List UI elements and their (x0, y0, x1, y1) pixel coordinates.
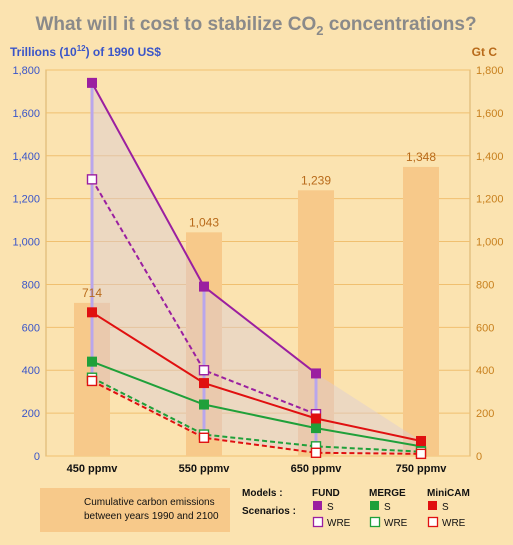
x-tick: 550 ppmv (179, 463, 231, 475)
legend-minicam-wre-label: WRE (442, 518, 466, 529)
point-minicam-wre (86, 375, 98, 387)
series-line-minicam-s (91, 311, 422, 442)
legend-fund-s-marker (313, 501, 322, 510)
legend-minicam-s-label: S (442, 502, 449, 513)
emission-bars (74, 166, 439, 456)
legend-model-fund: FUND (312, 488, 340, 499)
gridlines (46, 69, 470, 457)
legend-model-minicam: MiniCAM (427, 488, 470, 499)
y-tick-right: 200 (476, 408, 494, 420)
series-lines (86, 77, 427, 460)
y-axis-right-label: Gt C (472, 45, 498, 59)
y-tick-left: 600 (22, 322, 40, 334)
point-merge-s (199, 399, 209, 410)
y-tick-left: 1,400 (12, 151, 40, 163)
y-tick-right: 1,200 (476, 194, 504, 206)
legend-bar-swatch (40, 488, 230, 532)
shaded-range (92, 82, 421, 454)
y-tick-right: 1,800 (476, 65, 504, 77)
point-minicam-s (311, 413, 321, 424)
legend-fund-wre-label: WRE (327, 518, 351, 529)
legend-minicam-s-marker (428, 501, 437, 510)
chart-title: What will it cost to stabilize CO2 conce… (35, 14, 476, 38)
legend-scenarios-label: Scenarios : (242, 506, 296, 517)
bar-value-label: 1,043 (189, 215, 219, 229)
point-merge-s (311, 423, 321, 434)
series-line-fund-wre (91, 178, 317, 416)
point-minicam-s (416, 435, 426, 446)
point-minicam-wre (310, 447, 322, 458)
legend-fund-wre-marker (312, 516, 324, 528)
y-axis-left-label: Trillions (1012) of 1990 US$ (10, 44, 161, 59)
bar-value-label: 1,348 (406, 150, 436, 164)
bar-value-label: 1,239 (301, 173, 331, 187)
emission-bar (403, 166, 439, 456)
legend-bar-text-2: between years 1990 and 2100 (84, 511, 219, 522)
legend: Cumulative carbon emissions between year… (40, 488, 470, 532)
y-tick-left: 0 (34, 451, 40, 463)
point-merge-s (87, 356, 97, 367)
axis-ticks: 0 0 200 200 400 400 600 600 800 800 1,000 1,000 1,20… (12, 65, 503, 475)
plot-area (45, 69, 471, 457)
point-minicam-wre (198, 432, 210, 443)
series-line-merge-s (91, 360, 422, 448)
legend-merge-s-marker (370, 501, 379, 510)
y-tick-right: 600 (476, 322, 494, 334)
y-tick-left: 1,200 (12, 194, 40, 206)
y-tick-right: 400 (476, 365, 494, 377)
legend-model-merge: MERGE (369, 488, 406, 499)
range-shade (92, 82, 421, 454)
y-tick-left: 400 (22, 365, 40, 377)
point-fund-wre (198, 365, 210, 376)
bar-value-labels: 714 1,043 1,239 1,348 (82, 150, 436, 300)
point-minicam-wre (415, 448, 427, 460)
point-minicam-s (87, 307, 97, 318)
point-fund-s (199, 281, 209, 292)
y-tick-right: 0 (476, 451, 482, 463)
y-tick-left: 1,000 (12, 237, 40, 249)
point-fund-wre (86, 174, 98, 185)
y-tick-right: 1,000 (476, 237, 504, 249)
legend-models-label: Models : (242, 488, 283, 499)
x-tick: 650 ppmv (291, 463, 343, 475)
x-tick: 750 ppmv (396, 463, 448, 475)
series-line-minicam-wre (91, 380, 422, 455)
point-merge-s (416, 441, 426, 452)
bar-value-label: 714 (82, 286, 102, 300)
y-tick-right: 800 (476, 279, 494, 291)
y-tick-left: 1,600 (12, 108, 40, 120)
y-tick-right: 1,600 (476, 108, 504, 120)
legend-bar-text-1: Cumulative carbon emissions (84, 497, 215, 508)
legend-merge-wre-label: WRE (384, 518, 408, 529)
legend-fund-s-label: S (327, 502, 334, 513)
legend-merge-s-label: S (384, 502, 391, 513)
y-tick-left: 1,800 (12, 65, 40, 77)
y-tick-right: 1,400 (476, 151, 504, 163)
legend-merge-wre-marker (369, 516, 381, 528)
y-tick-left: 800 (22, 279, 40, 291)
point-fund-s (87, 77, 97, 88)
series-line-merge-wre (91, 376, 422, 453)
legend-minicam-wre-marker (427, 516, 439, 528)
x-tick: 450 ppmv (67, 463, 119, 475)
y-tick-left: 200 (22, 408, 40, 420)
point-fund-s (311, 368, 321, 379)
point-minicam-s (199, 378, 209, 389)
